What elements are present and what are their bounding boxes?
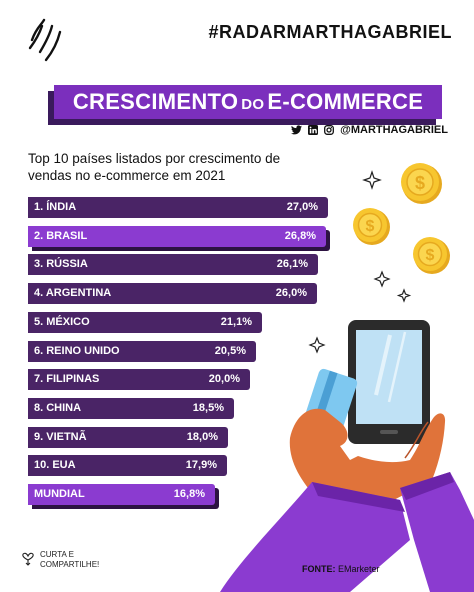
bar-category-label: MUNDIAL <box>34 488 85 500</box>
bar-value-label: 26,8% <box>284 229 316 242</box>
bar: 9. VIETNÃ 18,0% <box>28 426 228 448</box>
bar-row: 4. ARGENTINA 26,0% <box>28 283 321 305</box>
bar-value-label: 21,1% <box>220 315 252 328</box>
bar-category-label: 3. RÚSSIA <box>34 258 88 271</box>
bar-row: 2. BRASIL 26,8% <box>28 225 330 251</box>
bar-value-label: 26,0% <box>275 287 307 300</box>
bar-value-label: 27,0% <box>286 201 318 213</box>
bar: 1. ÍNDIA 27,0% <box>28 197 328 218</box>
bar-category-label: 1. ÍNDIA <box>34 201 77 213</box>
bar: 2. BRASIL 26,8% <box>28 225 326 247</box>
svg-text:$: $ <box>366 218 375 235</box>
coin-icon: $ $ $ <box>353 163 450 274</box>
social-handle[interactable]: @MARTHAGABRIEL <box>340 124 448 136</box>
title-banner: CRESCIMENTO DO E-COMMERCE <box>54 85 442 119</box>
bar-value-label: 18,0% <box>186 430 218 443</box>
bar: 5. MÉXICO 21,1% <box>28 311 262 333</box>
bar-category-label: 6. REINO UNIDO <box>34 344 120 357</box>
bar-category-label: 8. CHINA <box>34 401 82 414</box>
bar: 6. REINO UNIDO 20,5% <box>28 340 256 362</box>
bar-category-label: 7. FILIPINAS <box>34 373 100 386</box>
bar-category-label: 5. MÉXICO <box>34 315 90 328</box>
title-part3: E-COMMERCE <box>267 89 424 114</box>
bar-row: 10. EUA 17,9% <box>28 455 231 477</box>
bar-row: 1. ÍNDIA 27,0% <box>28 197 332 218</box>
bar-row: MUNDIAL 16,8% <box>28 484 219 509</box>
bar-value-label: 20,0% <box>208 373 240 386</box>
hashtag-brand: MARTHAGABRIEL <box>286 22 452 42</box>
twitter-icon[interactable] <box>291 125 303 135</box>
bar-category-label: 4. ARGENTINA <box>34 287 112 300</box>
bar: 4. ARGENTINA 26,0% <box>28 283 317 305</box>
social-bar: @MARTHAGABRIEL <box>291 124 448 136</box>
svg-text:$: $ <box>415 173 425 193</box>
bar-row: 7. FILIPINAS 20,0% <box>28 369 254 391</box>
bar-row: 8. CHINA 18,5% <box>28 397 238 419</box>
brand-logo-icon <box>28 18 62 62</box>
bar-category-label: 9. VIETNÃ <box>34 430 87 443</box>
heart-icon <box>22 552 34 566</box>
chart-subtitle: Top 10 países listados por crescimento d… <box>28 151 281 183</box>
sleeve-icon <box>220 472 474 592</box>
bar: MUNDIAL 16,8% <box>28 484 215 505</box>
bar-value-label: 18,5% <box>192 401 224 414</box>
share-line-1: CURTA E <box>40 550 74 559</box>
sparkle-icon <box>308 170 412 354</box>
bar-value-label: 20,5% <box>214 344 246 357</box>
bar-row: 5. MÉXICO 21,1% <box>28 311 266 333</box>
hashtag-prefix: #RADAR <box>208 22 287 42</box>
hand-icon <box>289 408 446 502</box>
page-title: CRESCIMENTO DO E-COMMERCE <box>73 89 423 115</box>
brand-hashtag: #RADARMARTHAGABRIEL <box>208 22 452 43</box>
title-part1: CRESCIMENTO <box>72 89 239 114</box>
source-note: FONTE: EMarketer <box>302 564 380 574</box>
bar-row: 9. VIETNÃ 18,0% <box>28 426 232 448</box>
bar-value-label: 16,8% <box>173 488 205 500</box>
bar-value-label: 17,9% <box>185 459 217 472</box>
source-value: EMarketer <box>338 564 380 574</box>
linkedin-icon[interactable] <box>308 125 319 135</box>
share-callout: CURTA E COMPARTILHE! <box>22 550 99 570</box>
bar-category-label: 10. EUA <box>34 459 76 472</box>
bar: 3. RÚSSIA 26,1% <box>28 254 318 276</box>
bar: 8. CHINA 18,5% <box>28 397 234 419</box>
ecommerce-illustration: $ $ $ <box>220 163 474 592</box>
instagram-icon[interactable] <box>324 125 335 135</box>
smartphone-icon <box>348 320 430 444</box>
bar-value-label: 26,1% <box>276 258 308 271</box>
bar-row: 6. REINO UNIDO 20,5% <box>28 340 260 362</box>
bar: 10. EUA 17,9% <box>28 455 227 477</box>
bar: 7. FILIPINAS 20,0% <box>28 369 250 391</box>
title-part2: DO <box>241 96 265 113</box>
svg-text:$: $ <box>426 247 435 264</box>
bar-category-label: 2. BRASIL <box>34 229 88 242</box>
source-label: FONTE: <box>302 564 336 574</box>
bar-row: 3. RÚSSIA 26,1% <box>28 254 322 276</box>
share-line-2: COMPARTILHE! <box>40 560 100 569</box>
